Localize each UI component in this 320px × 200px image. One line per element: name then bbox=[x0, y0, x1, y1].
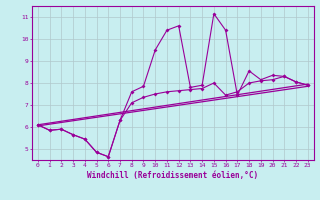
X-axis label: Windchill (Refroidissement éolien,°C): Windchill (Refroidissement éolien,°C) bbox=[87, 171, 258, 180]
